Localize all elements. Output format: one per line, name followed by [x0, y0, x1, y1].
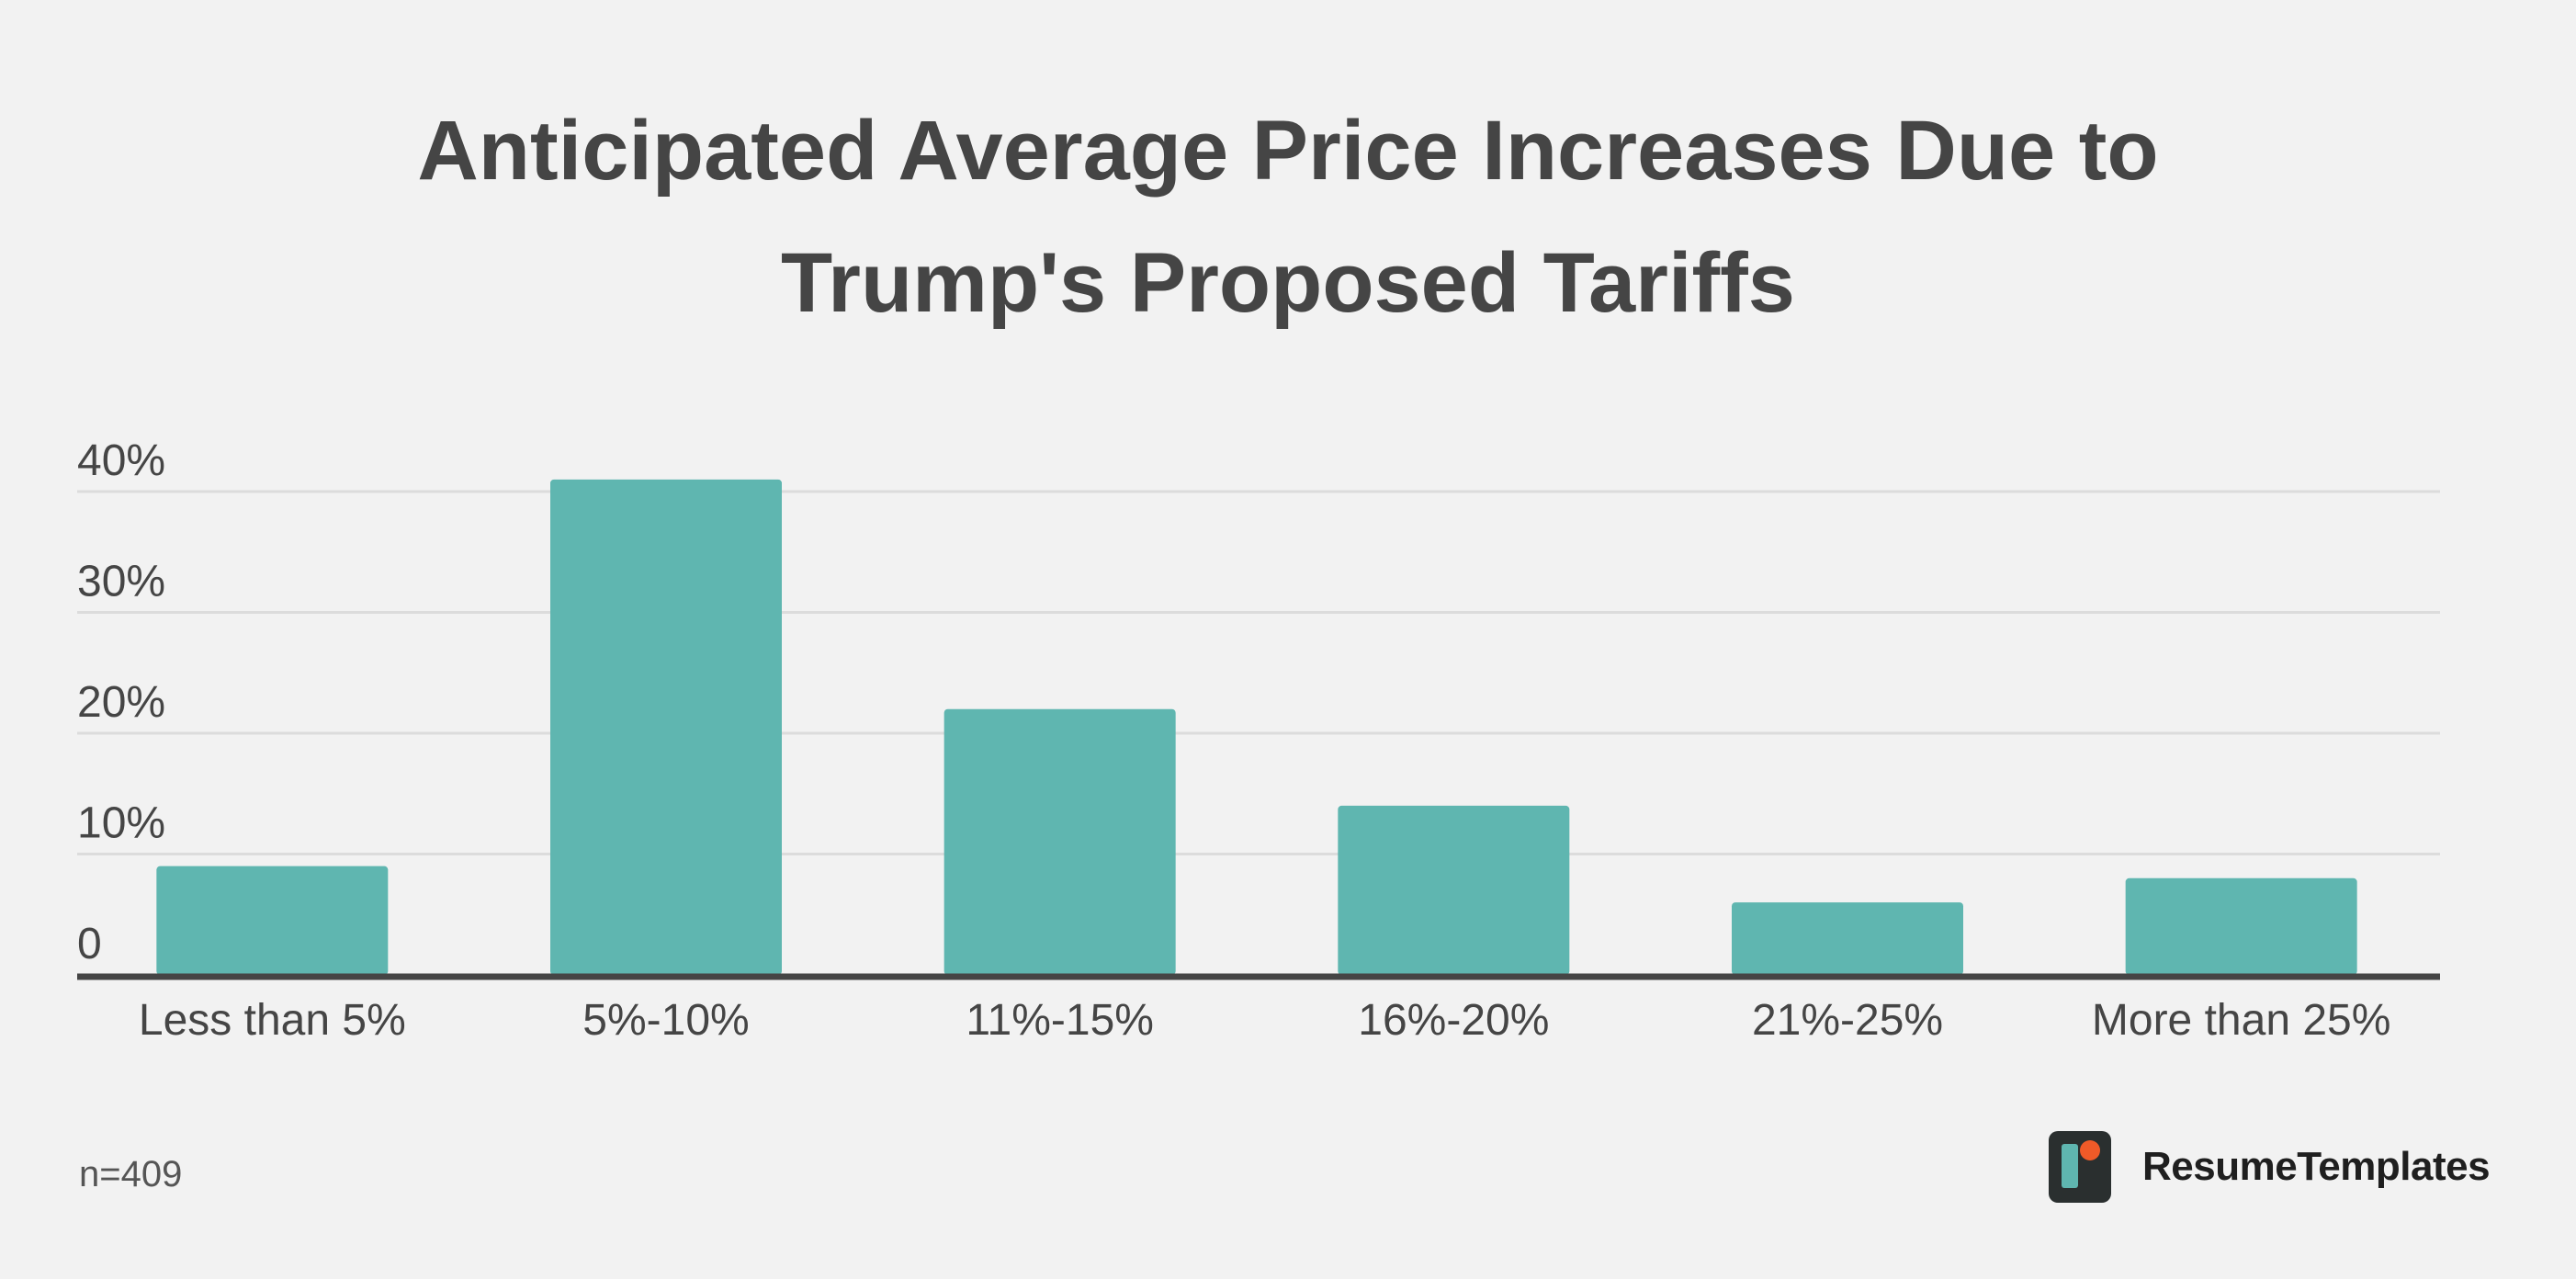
y-tick-label: 10% — [77, 799, 165, 848]
x-tick-label: 16%-20% — [1358, 996, 1549, 1045]
brand: ResumeTemplates — [2049, 1130, 2491, 1204]
x-tick-label: Less than 5% — [139, 996, 406, 1045]
x-axis-tick-labels: Less than 5% 5%-10% 11%-15% 16%-20% 21%-25% M… — [139, 996, 2391, 1045]
sample-size-note: n=409 — [79, 1154, 183, 1194]
bar — [1732, 902, 1963, 975]
resumetemplates-logo-icon — [2049, 1131, 2111, 1203]
x-tick-label: More than 25% — [2092, 996, 2391, 1045]
y-tick-label: 0 — [77, 920, 102, 968]
bar — [943, 708, 1176, 975]
y-tick-label: 30% — [77, 558, 165, 606]
x-tick-label: 5%-10% — [582, 996, 749, 1045]
x-tick-label: 21%-25% — [1752, 996, 1943, 1045]
chart-title-line-1: Anticipated Average Price Increases Due … — [417, 104, 2159, 198]
bar — [156, 866, 389, 975]
y-axis-tick-labels: 0 10% 20% 30% 40% — [77, 436, 165, 968]
chart-title: Anticipated Average Price Increases Due … — [0, 85, 2576, 349]
grid-lines — [77, 490, 2440, 855]
y-tick-label: 40% — [77, 436, 165, 485]
bars — [156, 479, 2357, 975]
bar — [1338, 805, 1570, 975]
chart-title-line-2: Trump's Proposed Tariffs — [781, 236, 1795, 330]
brand-name: ResumeTemplates — [2142, 1144, 2491, 1189]
x-tick-label: 11%-15% — [966, 996, 1154, 1045]
y-tick-label: 20% — [77, 678, 165, 727]
bar — [550, 479, 782, 975]
bar — [2125, 877, 2357, 975]
